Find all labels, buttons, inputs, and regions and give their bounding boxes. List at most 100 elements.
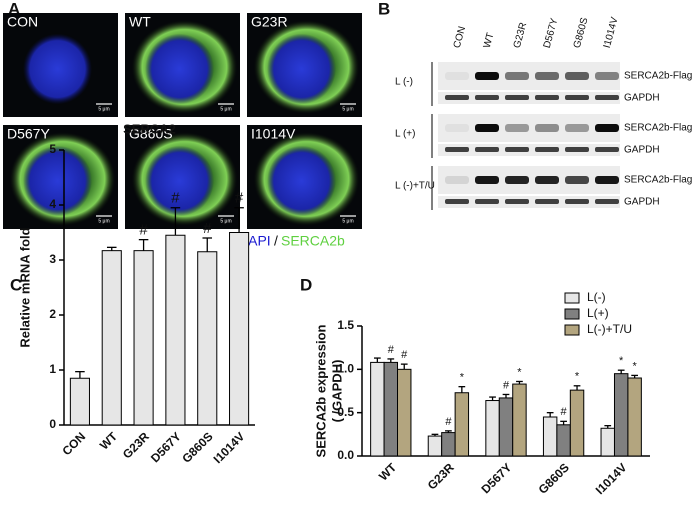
lane-label: CON — [452, 25, 468, 49]
error-bar — [106, 246, 117, 251]
annotation: # — [445, 416, 452, 428]
legend-swatch — [564, 308, 580, 320]
band — [595, 176, 619, 184]
bar — [569, 389, 585, 457]
band — [565, 95, 589, 100]
bar — [370, 361, 385, 457]
x-tick-label: D567Y — [148, 429, 184, 465]
x-tick-label: I1014V — [211, 429, 248, 466]
band — [475, 72, 499, 80]
image-label: G23R — [251, 14, 288, 30]
image-label: G860S — [129, 126, 173, 142]
bar — [229, 232, 250, 426]
y-tick-label: 0.5 — [337, 405, 354, 419]
x-tick-label: WT — [97, 429, 121, 453]
y-tick-label: 1 — [49, 362, 56, 376]
error-bar — [489, 396, 496, 401]
error-bar — [445, 430, 452, 433]
band — [475, 199, 499, 204]
bar — [441, 432, 456, 457]
annotation: * — [632, 360, 637, 372]
bar — [427, 435, 443, 457]
band — [535, 199, 559, 204]
band — [445, 95, 469, 100]
band — [505, 176, 529, 184]
image-label: WT — [129, 14, 151, 30]
bar — [556, 424, 571, 457]
bar — [542, 416, 558, 457]
x-tick-label: I1014V — [593, 460, 630, 497]
scale-bar-label: 5 μm — [98, 218, 109, 224]
x-tick-label: D567Y — [479, 460, 515, 496]
scale-bar-label: 5 μm — [342, 106, 353, 112]
bar — [133, 250, 154, 426]
scale-bar-label: 5 μm — [220, 106, 231, 112]
band — [595, 124, 619, 132]
bar — [600, 427, 615, 457]
image-label: CON — [7, 14, 38, 30]
band-label: SERCA2b-Flag — [624, 71, 692, 82]
y-tick-label: 2 — [49, 307, 56, 321]
error-bar — [560, 420, 567, 425]
band — [445, 124, 469, 132]
annotation: # — [235, 190, 244, 207]
band — [535, 147, 559, 152]
band — [595, 95, 619, 100]
scale-bar-label: 5 μm — [220, 218, 231, 224]
band — [565, 199, 589, 204]
bar — [101, 250, 122, 426]
bar — [613, 373, 629, 457]
error-bar — [502, 393, 510, 398]
error-bar — [170, 207, 181, 236]
y-tick-label: 3 — [49, 252, 56, 266]
bar — [498, 397, 514, 457]
band-label: SERCA2b-Flag — [624, 175, 692, 186]
x-tick-label: G23R — [120, 429, 152, 461]
band — [445, 199, 469, 204]
x-tick-label: G860S — [536, 460, 572, 496]
nucleus — [145, 33, 214, 105]
error-bar — [458, 386, 466, 393]
band — [565, 176, 589, 184]
y-axis-label: SERCA2b expression — [313, 324, 328, 457]
band — [595, 72, 619, 80]
x-tick-label: CON — [60, 429, 89, 458]
annotation: * — [575, 371, 580, 383]
annotation: * — [460, 372, 465, 384]
legend-label: L(-) — [587, 290, 606, 304]
annotation: # — [203, 220, 212, 237]
band — [535, 95, 559, 100]
y-axis-label: Relative mRNA fold — [17, 227, 32, 347]
error-bar — [573, 385, 581, 391]
error-bar — [604, 425, 612, 429]
band — [565, 124, 589, 132]
band — [535, 124, 559, 132]
bar — [454, 392, 470, 457]
bar — [383, 361, 399, 457]
condition-label: L (-)+T/U — [395, 181, 435, 192]
legend-serca: SERCA2b — [281, 233, 345, 249]
annotation: # — [171, 190, 180, 207]
chart-title: SERCA2 — [123, 121, 176, 136]
image-label: D567Y — [7, 126, 50, 142]
condition-label: L (+) — [395, 129, 415, 140]
band — [535, 72, 559, 80]
legend-swatch — [564, 324, 580, 336]
band — [595, 199, 619, 204]
bar — [397, 368, 412, 457]
error-bar — [617, 369, 625, 374]
legend-swatch — [564, 292, 580, 304]
panel-label: D — [300, 275, 312, 294]
error-bar — [631, 374, 638, 378]
bar — [627, 377, 642, 457]
band — [505, 95, 529, 100]
lane-label: I1014V — [602, 16, 621, 50]
band — [445, 72, 469, 80]
error-bar — [431, 433, 439, 437]
band — [505, 72, 529, 80]
scale-bar-label: 5 μm — [342, 218, 353, 224]
band-label: GAPDH — [624, 93, 660, 104]
band — [445, 147, 469, 152]
y-tick-label: 0.0 — [337, 448, 354, 462]
legend-separator: / — [274, 233, 278, 249]
